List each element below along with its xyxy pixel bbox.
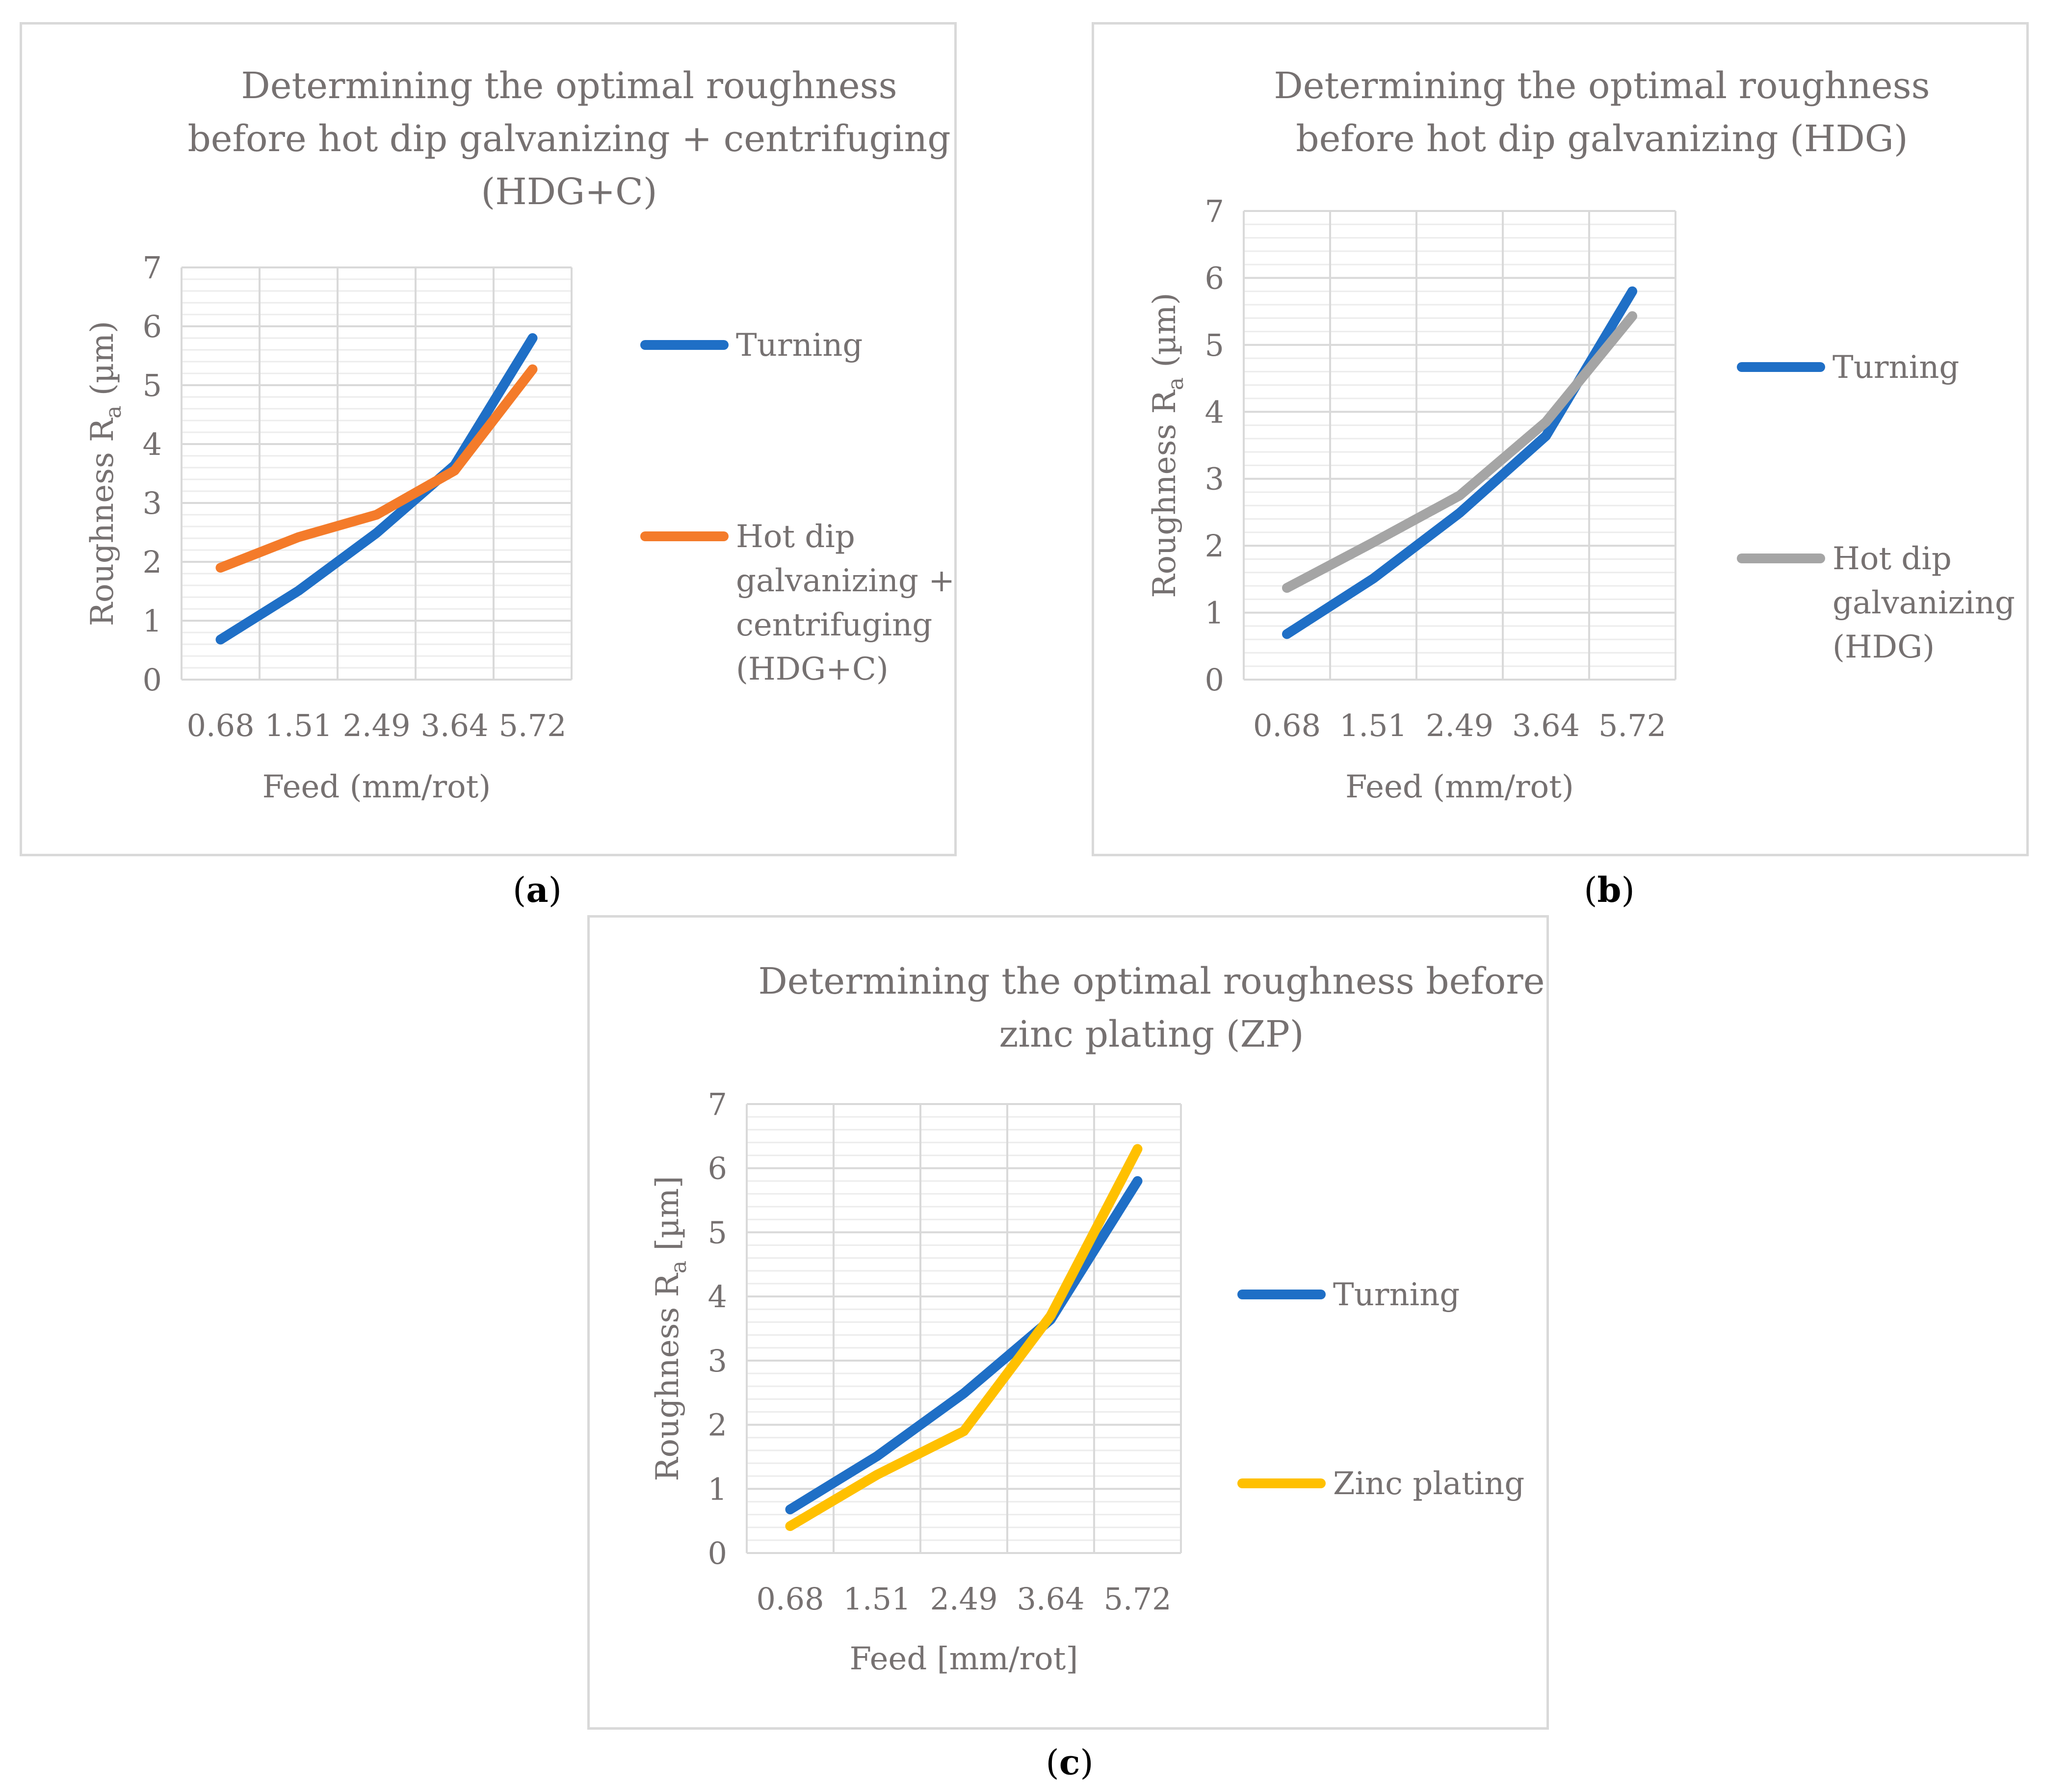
x-axis-label: Feed [mm/rot] (850, 1641, 1078, 1677)
y-axis-label: Roughness Ra (µm) (84, 321, 126, 626)
legend-label-2: galvanizing (1832, 585, 2015, 621)
y-axis-label-subscript: a (1163, 377, 1188, 390)
chart-title-line: zinc plating (ZP) (999, 1013, 1304, 1055)
panel-label-b: (b) (1584, 870, 1635, 910)
chart-panel-b: Determining the optimal roughness before … (1092, 22, 2029, 856)
y-tick-label: 7 (1205, 193, 1224, 229)
y-axis-label-subscript: a (666, 1261, 691, 1273)
x-tick-label: 0.68 (186, 708, 254, 743)
y-axis-label-unit: (µm) (1147, 292, 1183, 377)
x-tick-label: 3.64 (1512, 708, 1580, 743)
x-tick-label: 1.51 (264, 708, 332, 743)
y-tick-label: 5 (1205, 327, 1224, 363)
legend-label-1: Turning (1832, 349, 1959, 386)
chart-c-svg: Determining the optimal roughness before… (650, 960, 1545, 1677)
series-line-2 (215, 364, 538, 573)
x-axis-label: Feed (mm/rot) (1345, 769, 1574, 805)
panel-label-c: (c) (1046, 1742, 1094, 1783)
y-axis-label-unit: (µm) (84, 321, 121, 406)
y-axis-label-main: Roughness R (1147, 389, 1183, 598)
series-line-2 (1282, 311, 1637, 593)
x-tick-label: 1.51 (1339, 708, 1407, 743)
x-tick-label: 5.72 (1598, 708, 1666, 743)
y-tick-label: 3 (1205, 461, 1224, 497)
y-tick-label: 1 (1205, 595, 1224, 631)
chart-title-line: Determining the optimal roughness before (758, 960, 1544, 1002)
y-tick-label: 1 (708, 1471, 727, 1507)
series-line-1 (1282, 286, 1637, 639)
x-tick-label: 2.49 (930, 1581, 997, 1617)
y-axis-label: Roughness Ra [µm] (650, 1176, 691, 1481)
chart-panel-c: Determining the optimal roughness before… (587, 915, 1549, 1730)
x-tick-label: 2.49 (342, 708, 410, 743)
chart-title-line: Determining the optimal roughness (1274, 65, 1930, 107)
y-tick-label: 3 (708, 1343, 727, 1379)
y-tick-label: 0 (143, 662, 162, 698)
chart-panel-a: Determining the optimal roughness before … (20, 22, 957, 856)
legend-label-2: Hot dip (1832, 541, 1952, 577)
legend-label-2: Zinc plating (1333, 1466, 1524, 1502)
panel-label-a: (a) (513, 870, 562, 910)
y-tick-label: 5 (143, 368, 162, 403)
x-axis-label: Feed (mm/rot) (262, 769, 491, 805)
y-tick-label: 4 (708, 1279, 727, 1315)
chart-a-svg: Determining the optimal roughness before … (84, 65, 955, 805)
y-tick-label: 7 (708, 1086, 727, 1122)
y-tick-label: 0 (708, 1535, 727, 1571)
y-tick-label: 6 (1205, 260, 1224, 296)
x-tick-label: 0.68 (1253, 708, 1321, 743)
series-line-2 (785, 1144, 1143, 1531)
y-tick-label: 7 (143, 250, 162, 286)
legend-label-2: (HDG) (1832, 629, 1935, 665)
legend-label-2: (HDG+C) (736, 651, 889, 687)
y-tick-label: 3 (143, 485, 162, 521)
x-tick-label: 3.64 (420, 708, 488, 743)
y-axis-label-main: Roughness R (84, 418, 121, 626)
y-tick-label: 4 (143, 426, 162, 462)
legend-label-2: centrifuging (736, 607, 932, 643)
x-tick-label: 2.49 (1426, 708, 1493, 743)
x-tick-label: 3.64 (1017, 1581, 1084, 1617)
x-tick-label: 5.72 (498, 708, 566, 743)
chart-title-line: before hot dip galvanizing + centrifugin… (187, 118, 950, 160)
x-tick-label: 5.72 (1103, 1581, 1171, 1617)
y-tick-label: 1 (143, 603, 162, 639)
chart-title-line: before hot dip galvanizing (HDG) (1296, 118, 1908, 160)
y-axis-label-unit: [µm] (650, 1176, 686, 1261)
y-tick-label: 4 (1205, 394, 1224, 430)
y-tick-label: 6 (143, 309, 162, 344)
y-tick-label: 2 (1205, 528, 1224, 564)
series-line-1 (215, 333, 538, 645)
y-tick-label: 0 (1205, 662, 1224, 698)
series-line-1 (785, 1176, 1143, 1515)
chart-title-line: Determining the optimal roughness (241, 65, 897, 107)
y-tick-label: 2 (143, 544, 162, 580)
y-tick-label: 2 (708, 1407, 727, 1443)
y-tick-label: 6 (708, 1151, 727, 1186)
y-axis-label-subscript: a (101, 405, 126, 418)
y-axis-label-main: Roughness R (650, 1272, 686, 1481)
legend-label-1: Turning (736, 327, 863, 364)
chart-title-line: (HDG+C) (481, 171, 657, 213)
y-tick-label: 5 (708, 1214, 727, 1250)
chart-b-svg: Determining the optimal roughness before … (1147, 65, 2015, 805)
x-tick-label: 1.51 (843, 1581, 911, 1617)
y-axis-label: Roughness Ra (µm) (1147, 292, 1188, 598)
legend-label-2: galvanizing + (736, 563, 955, 599)
legend-label-2: Hot dip (736, 519, 855, 555)
x-tick-label: 0.68 (756, 1581, 824, 1617)
legend-label-1: Turning (1333, 1277, 1460, 1313)
